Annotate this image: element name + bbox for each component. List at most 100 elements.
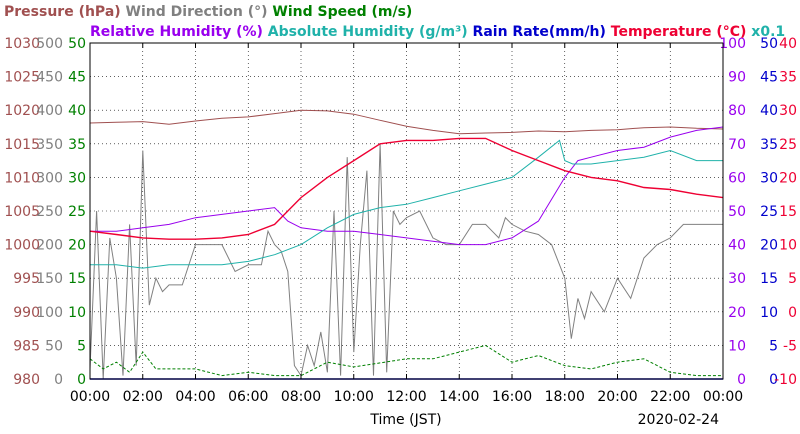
humidity-tick-label: 30 bbox=[728, 271, 746, 287]
wind-speed-tick-label: 30 bbox=[68, 170, 86, 186]
wind-direction-tick-label: 200 bbox=[36, 238, 63, 254]
pressure-tick-label: 1010 bbox=[4, 170, 40, 186]
pressure-tick-label: 1025 bbox=[4, 70, 40, 86]
series-line-pressure bbox=[89, 109, 724, 135]
x-tick-label: 16:00 bbox=[492, 389, 532, 405]
wind-direction-tick-label: 250 bbox=[36, 204, 63, 220]
x-tick-label: 22:00 bbox=[650, 389, 690, 405]
temperature-tick-label: 25 bbox=[779, 137, 797, 153]
series-line-wind-speed bbox=[89, 344, 723, 377]
temperature-tick-label: 40 bbox=[779, 36, 797, 52]
wind-direction-tick-label: 350 bbox=[36, 137, 63, 153]
grid-lines bbox=[90, 43, 723, 379]
legend-row-2: Relative Humidity (%) Absolute Humidity … bbox=[90, 24, 785, 40]
humidity-tick-label: 90 bbox=[728, 70, 746, 86]
pressure-tick-label: 1015 bbox=[4, 137, 40, 153]
wind-speed-tick-label: 25 bbox=[68, 204, 86, 220]
x-tick-label: 00:00 bbox=[703, 389, 743, 405]
rain-rate-tick-label: 25 bbox=[760, 204, 778, 220]
legend-row-1: Pressure (hPa) Wind Direction (°) Wind S… bbox=[4, 4, 412, 20]
wind-speed-tick-label: 20 bbox=[68, 238, 86, 254]
temperature-tick-label: 10 bbox=[779, 238, 797, 254]
legend-entry: x0.1 bbox=[746, 24, 785, 40]
humidity-tick-label: 70 bbox=[728, 137, 746, 153]
pressure-tick-label: 1020 bbox=[4, 103, 40, 119]
wind-direction-tick-label: 100 bbox=[36, 305, 63, 321]
wind-direction-tick-label: 500 bbox=[36, 36, 63, 52]
rain-rate-tick-label: 40 bbox=[760, 103, 778, 119]
humidity-tick-label: 0 bbox=[737, 372, 746, 388]
wind-speed-tick-label: 5 bbox=[77, 338, 86, 354]
pressure-tick-label: 1005 bbox=[4, 204, 40, 220]
wind-speed-tick-label: 10 bbox=[68, 305, 86, 321]
rain-rate-tick-label: 0 bbox=[769, 372, 778, 388]
humidity-tick-label: 20 bbox=[728, 305, 746, 321]
x-axis-label: Time (JST) bbox=[369, 412, 441, 428]
series-line-humidity bbox=[90, 126, 724, 246]
legend-entry: Rain Rate(mm/h) bbox=[468, 24, 606, 40]
rain-rate-tick-label: 10 bbox=[760, 305, 778, 321]
date-label: 2020-02-24 bbox=[638, 412, 719, 428]
x-tick-label: 06:00 bbox=[228, 389, 268, 405]
legend-entry: Wind Direction (°) bbox=[121, 4, 268, 20]
rain-rate-tick-label: 35 bbox=[760, 137, 778, 153]
temperature-tick-label: -10 bbox=[774, 372, 797, 388]
pressure-tick-label: 1030 bbox=[4, 36, 40, 52]
wind-direction-tick-label: 0 bbox=[54, 372, 63, 388]
legend: Pressure (hPa) Wind Direction (°) Wind S… bbox=[4, 4, 785, 40]
x-tick-label: 14:00 bbox=[439, 389, 479, 405]
legend-entry: Absolute Humidity (g/m³) bbox=[263, 24, 468, 40]
pressure-tick-label: 995 bbox=[13, 271, 40, 287]
temperature-tick-label: 15 bbox=[779, 204, 797, 220]
humidity-tick-label: 40 bbox=[728, 238, 746, 254]
x-tick-label: 00:00 bbox=[70, 389, 110, 405]
x-tick-label: 08:00 bbox=[281, 389, 321, 405]
temperature-tick-label: 0 bbox=[788, 305, 797, 321]
pressure-tick-label: 980 bbox=[13, 372, 40, 388]
pressure-tick-label: 985 bbox=[13, 338, 40, 354]
x-tick-label: 10:00 bbox=[334, 389, 374, 405]
temperature-tick-label: 20 bbox=[779, 170, 797, 186]
x-tick-label: 02:00 bbox=[123, 389, 163, 405]
humidity-tick-label: 80 bbox=[728, 103, 746, 119]
legend-entry: Relative Humidity (%) bbox=[90, 24, 263, 40]
rain-rate-tick-label: 45 bbox=[760, 70, 778, 86]
wind-speed-tick-label: 45 bbox=[68, 70, 86, 86]
wind-direction-tick-label: 450 bbox=[36, 70, 63, 86]
left-axes: 9809859909951000100510101015102010251030… bbox=[4, 36, 86, 388]
series-line-humidity bbox=[90, 139, 723, 269]
series-line-wind-direction bbox=[89, 143, 723, 380]
wind-speed-tick-label: 50 bbox=[68, 36, 86, 52]
wind-direction-tick-label: 50 bbox=[45, 338, 63, 354]
rain-rate-tick-label: 30 bbox=[760, 170, 778, 186]
pressure-tick-label: 1000 bbox=[4, 238, 40, 254]
wind-direction-tick-label: 400 bbox=[36, 103, 63, 119]
temperature-tick-label: -5 bbox=[783, 338, 797, 354]
pressure-tick-label: 990 bbox=[13, 305, 40, 321]
rain-rate-tick-label: 50 bbox=[760, 36, 778, 52]
wind-direction-tick-label: 150 bbox=[36, 271, 63, 287]
rain-rate-tick-label: 15 bbox=[760, 271, 778, 287]
legend-entry: Wind Speed (m/s) bbox=[268, 4, 413, 20]
legend-entry: Pressure (hPa) bbox=[4, 4, 121, 20]
humidity-tick-label: 10 bbox=[728, 338, 746, 354]
x-tick-label: 20:00 bbox=[597, 389, 637, 405]
wind-direction-tick-label: 300 bbox=[36, 170, 63, 186]
x-tick-label: 12:00 bbox=[386, 389, 426, 405]
x-axis: 00:00 02:00 04:00 06:00 08:00 10:00 12:00 14:00… bbox=[70, 43, 743, 405]
wind-speed-tick-label: 40 bbox=[68, 103, 86, 119]
temperature-tick-label: 5 bbox=[788, 271, 797, 287]
humidity-tick-label: 50 bbox=[728, 204, 746, 220]
wind-speed-tick-label: 35 bbox=[68, 137, 86, 153]
x-tick-label: 18:00 bbox=[545, 389, 585, 405]
temperature-tick-label: 35 bbox=[779, 70, 797, 86]
x-tick-label: 04:00 bbox=[175, 389, 215, 405]
rain-rate-tick-label: 20 bbox=[760, 238, 778, 254]
wind-speed-tick-label: 15 bbox=[68, 271, 86, 287]
wind-speed-tick-label: 0 bbox=[77, 372, 86, 388]
right-axes: 0102030405060708090100051015202530354045… bbox=[719, 36, 797, 388]
humidity-tick-label: 60 bbox=[728, 170, 746, 186]
series-line-temperature bbox=[89, 137, 724, 240]
